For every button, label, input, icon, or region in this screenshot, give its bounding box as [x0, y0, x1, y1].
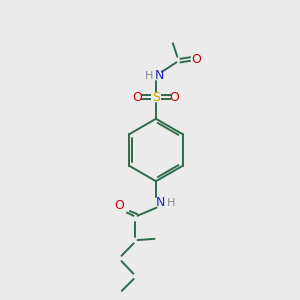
Text: H: H — [167, 198, 176, 208]
Text: O: O — [191, 52, 201, 66]
Text: N: N — [155, 70, 164, 83]
Text: O: O — [133, 91, 142, 104]
Text: O: O — [169, 91, 179, 104]
Text: S: S — [152, 91, 160, 104]
Text: O: O — [114, 199, 124, 212]
Text: H: H — [145, 71, 154, 81]
Text: N: N — [155, 196, 165, 209]
